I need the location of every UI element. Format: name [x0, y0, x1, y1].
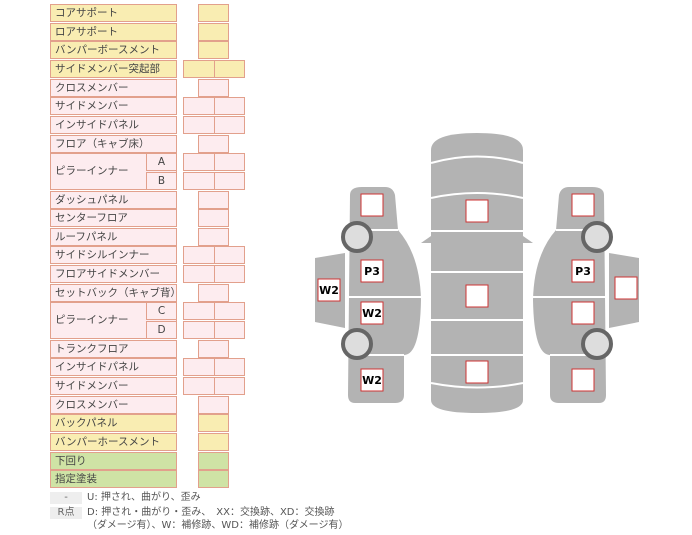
- mark-center-middle[interactable]: [465, 284, 489, 308]
- part-input-cell[interactable]: [214, 153, 245, 172]
- wheel-icon: [581, 221, 613, 253]
- part-input-cell[interactable]: [198, 227, 229, 246]
- mark-left-rear-door[interactable]: [360, 301, 384, 325]
- part-input-cell[interactable]: [198, 190, 229, 209]
- part-label: バンパーボースメント: [50, 41, 177, 60]
- part-label: フロアサイドメンバー: [50, 265, 177, 284]
- legend-key-r: R点: [50, 507, 82, 519]
- part-label: トランクフロア: [50, 339, 177, 358]
- part-input-cell[interactable]: [198, 22, 229, 41]
- part-input-cell[interactable]: [214, 59, 245, 78]
- part-input-cell[interactable]: [198, 339, 229, 358]
- part-input-cell[interactable]: [198, 432, 229, 451]
- part-label: クロスメンバー: [50, 78, 177, 97]
- legend-key-dash: -: [50, 492, 82, 504]
- part-input-cell[interactable]: [198, 4, 229, 22]
- part-input-cell[interactable]: [198, 451, 229, 470]
- part-label: センターフロア: [50, 209, 177, 228]
- part-input-cell[interactable]: [214, 265, 245, 284]
- part-label: ピラーインナー: [50, 302, 177, 340]
- mark-right-front-door[interactable]: [571, 259, 595, 283]
- part-label: ロアサポート: [50, 22, 177, 41]
- part-label: ルーフパネル: [50, 227, 177, 246]
- right-arrow: [523, 236, 533, 243]
- mark-left-front-fender[interactable]: [360, 193, 384, 217]
- part-input-cell[interactable]: [198, 414, 229, 433]
- part-input-cell[interactable]: [214, 115, 245, 134]
- mark-right-rear-door[interactable]: [571, 301, 595, 325]
- mark-value: W2: [362, 307, 382, 320]
- part-input-cell[interactable]: [214, 321, 245, 340]
- left-arrow: [421, 236, 431, 243]
- part-input-cell[interactable]: [198, 134, 229, 153]
- legend-text-d: D: 押され・曲がり・歪み、 XX：交換跡、XD：交換跡: [87, 507, 335, 518]
- part-input-cell[interactable]: [198, 470, 229, 489]
- mark-right-outer-panel[interactable]: [614, 276, 638, 300]
- legend-text-u: U: 押され、曲がり、歪み: [87, 492, 201, 503]
- wheel-icon: [341, 328, 373, 360]
- pillar-sub-label: A: [146, 153, 177, 172]
- part-label: バックパネル: [50, 414, 177, 433]
- part-label: 下回り: [50, 451, 177, 470]
- part-label: インサイドパネル: [50, 115, 177, 134]
- part-input-cell[interactable]: [214, 302, 245, 321]
- part-input-cell[interactable]: [214, 97, 245, 116]
- part-label: フロア（キャブ床）: [50, 134, 177, 153]
- part-label: サイドメンバー: [50, 97, 177, 116]
- mark-value: W2: [319, 284, 339, 297]
- part-input-cell[interactable]: [214, 358, 245, 377]
- part-label: ダッシュパネル: [50, 190, 177, 209]
- part-input-cell[interactable]: [198, 78, 229, 97]
- mark-center-rear[interactable]: [465, 360, 489, 384]
- mark-right-rear-fender[interactable]: [571, 368, 595, 392]
- part-label: バンパーホースメント: [50, 432, 177, 451]
- wheel-icon: [341, 221, 373, 253]
- part-label: 指定塗装: [50, 470, 177, 489]
- mark-right-front-fender[interactable]: [571, 193, 595, 217]
- left-side-body: [348, 187, 421, 403]
- mark-center-front[interactable]: [465, 199, 489, 223]
- pillar-sub-label: B: [146, 171, 177, 190]
- part-input-cell[interactable]: [214, 377, 245, 395]
- part-label: サイドシルインナー: [50, 246, 177, 265]
- part-label: インサイドパネル: [50, 358, 177, 377]
- wheels: [341, 221, 613, 360]
- mark-left-rear-fender[interactable]: [360, 368, 384, 392]
- legend-text-d2: （ダメージ有）、W：補修跡、WD：補修跡（ダメージ有）: [87, 520, 349, 531]
- mark-left-front-door[interactable]: [360, 259, 384, 283]
- part-input-cell[interactable]: [214, 171, 245, 190]
- part-label: サイドメンバー: [50, 377, 177, 395]
- part-label: サイドメンバー突起部: [50, 59, 177, 78]
- part-label: クロスメンバー: [50, 395, 177, 414]
- part-input-cell[interactable]: [198, 395, 229, 414]
- part-label: コアサポート: [50, 4, 177, 22]
- part-input-cell[interactable]: [198, 41, 229, 60]
- mark-left-outer-panel[interactable]: [317, 278, 341, 302]
- mark-value: P3: [364, 265, 380, 278]
- wheel-icon: [581, 328, 613, 360]
- part-input-cell[interactable]: [198, 283, 229, 302]
- mark-value: W2: [362, 374, 382, 387]
- mark-value: P3: [575, 265, 591, 278]
- right-side-body: [533, 187, 606, 403]
- part-input-cell[interactable]: [214, 246, 245, 265]
- part-label: セットバック（キャブ背）: [50, 283, 181, 302]
- pillar-sub-label: C: [146, 302, 177, 321]
- pillar-sub-label: D: [146, 321, 177, 340]
- part-input-cell[interactable]: [198, 209, 229, 228]
